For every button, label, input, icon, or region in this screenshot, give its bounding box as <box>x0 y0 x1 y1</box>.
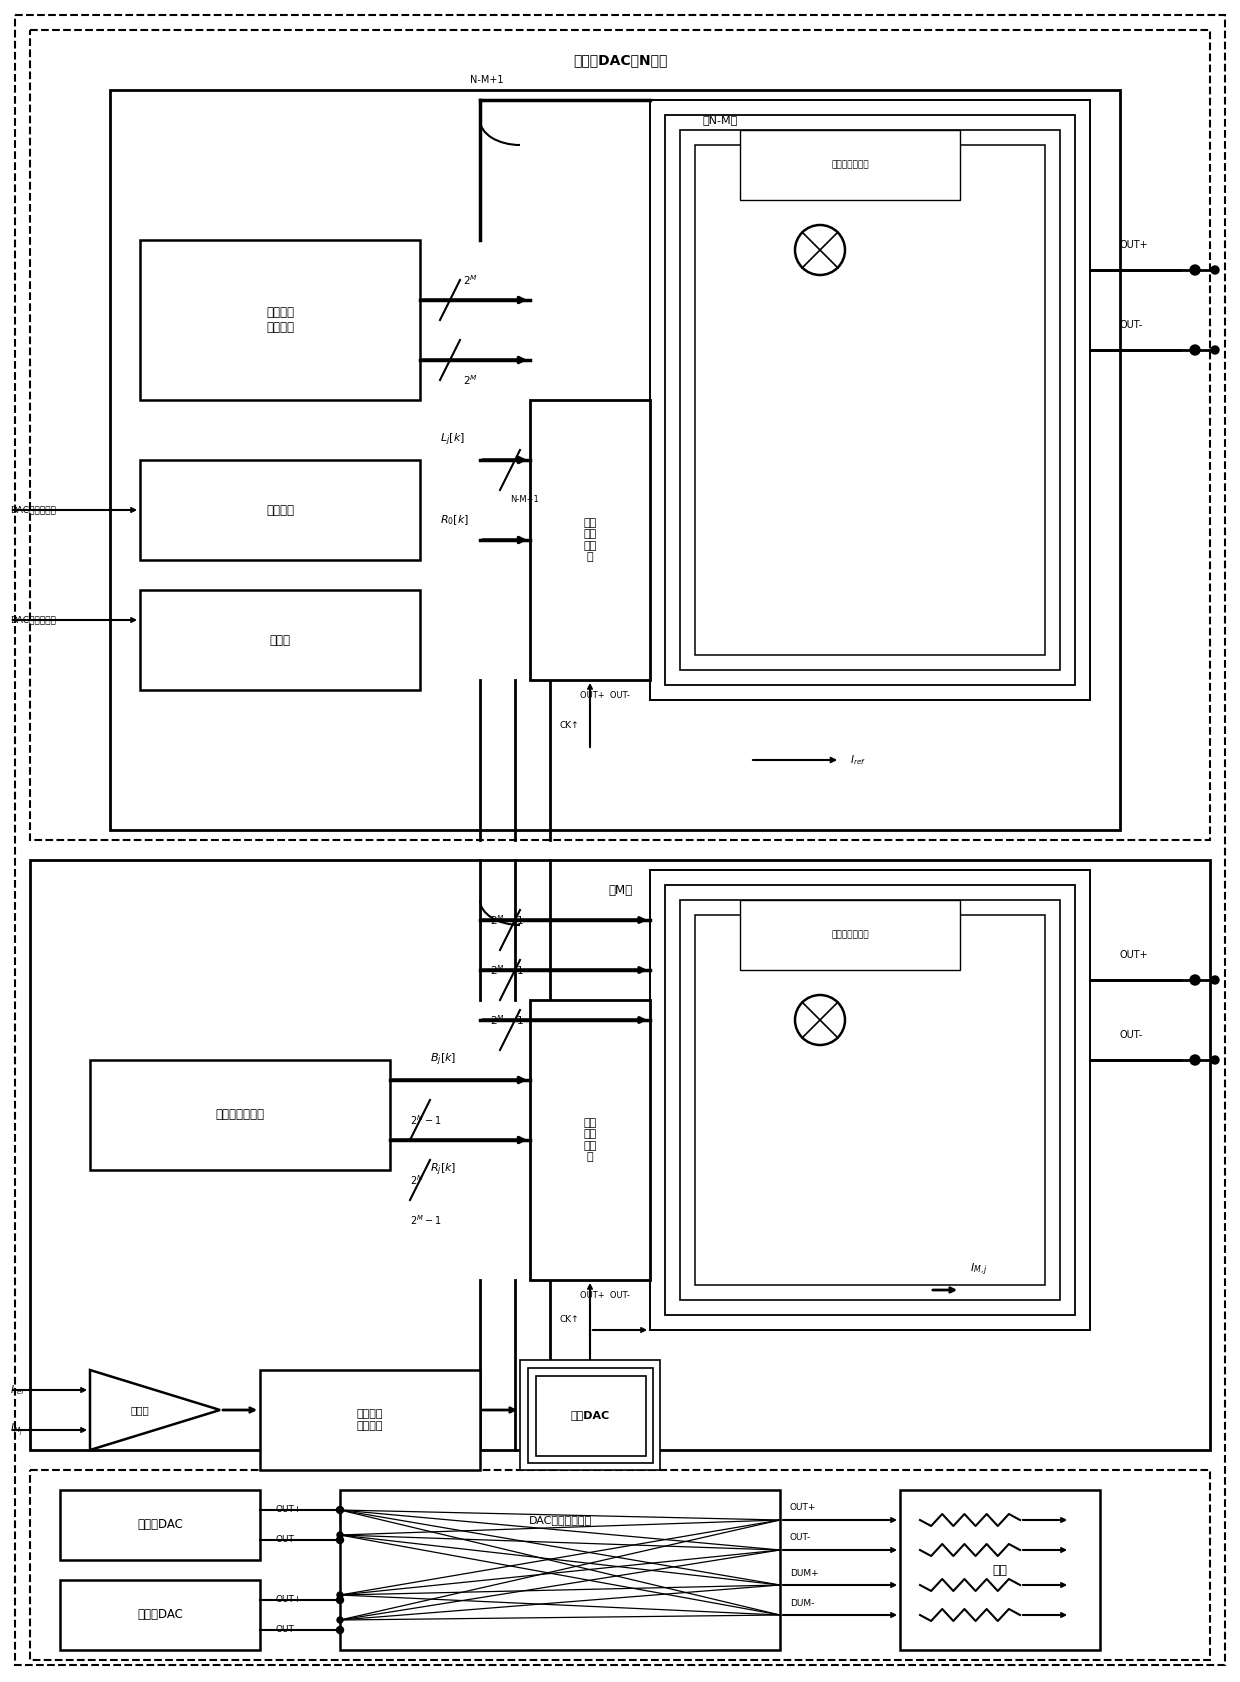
Text: OUT-: OUT- <box>275 1536 296 1544</box>
Bar <box>650 99 1090 700</box>
Circle shape <box>1211 1056 1219 1065</box>
Bar <box>30 30 1210 839</box>
Text: 低N-M位: 低N-M位 <box>702 114 738 124</box>
Bar <box>665 885 1075 1315</box>
Text: $2^M-1$: $2^M-1$ <box>490 913 523 927</box>
Bar <box>340 1490 780 1650</box>
Text: OUT-: OUT- <box>790 1534 811 1542</box>
Circle shape <box>336 1507 343 1514</box>
Text: OUT+: OUT+ <box>275 1505 301 1514</box>
Text: OUT+  OUT-: OUT+ OUT- <box>580 691 630 700</box>
Circle shape <box>1190 266 1200 274</box>
Bar <box>694 145 1045 654</box>
Bar <box>140 241 420 400</box>
Circle shape <box>336 1626 343 1633</box>
Text: $L_j[k]$: $L_j[k]$ <box>440 432 465 447</box>
Text: 比较器: 比较器 <box>130 1404 149 1415</box>
Circle shape <box>1211 346 1219 353</box>
Text: OUT-: OUT- <box>1120 320 1143 330</box>
Text: OUT-: OUT- <box>1120 1029 1143 1039</box>
Text: DAC低位输入码: DAC低位输入码 <box>10 506 56 515</box>
Bar <box>536 1376 646 1457</box>
Text: 第一
复用
锁存
器: 第一 复用 锁存 器 <box>583 518 596 562</box>
Bar <box>529 1001 650 1280</box>
Text: $2^M-1$: $2^M-1$ <box>410 1213 441 1226</box>
Bar <box>680 900 1060 1300</box>
Text: 逐次逼近
控制逻辑: 逐次逼近 控制逻辑 <box>357 1410 383 1431</box>
Text: OUT+: OUT+ <box>790 1504 816 1512</box>
Bar <box>740 900 960 971</box>
Text: $R_0[k]$: $R_0[k]$ <box>440 513 469 526</box>
Text: 高M位: 高M位 <box>608 883 632 897</box>
Text: 延时模块: 延时模块 <box>267 503 294 516</box>
Bar <box>694 915 1045 1285</box>
Bar <box>529 400 650 680</box>
Text: CK↑: CK↑ <box>560 720 579 730</box>
Text: 负载: 负载 <box>992 1564 1007 1576</box>
Bar <box>110 91 1120 829</box>
Circle shape <box>1211 976 1219 984</box>
Bar <box>528 1367 653 1463</box>
Bar <box>30 860 1210 1450</box>
Bar <box>140 590 420 690</box>
Circle shape <box>337 1591 343 1598</box>
Text: OUT-: OUT- <box>275 1625 296 1635</box>
Circle shape <box>336 1536 343 1544</box>
Text: DUM-: DUM- <box>790 1598 815 1608</box>
Text: DAC高位输入码: DAC高位输入码 <box>10 616 56 624</box>
Text: $2^M-1$: $2^M-1$ <box>490 964 523 977</box>
Text: CK↑: CK↑ <box>560 1315 579 1324</box>
Circle shape <box>1211 266 1219 274</box>
Text: $I_{ref}$: $I_{ref}$ <box>849 754 866 767</box>
Text: $I_{M,j}$: $I_{M,j}$ <box>970 1262 988 1278</box>
Text: $R_j[k]$: $R_j[k]$ <box>430 1162 456 1177</box>
Text: 译码器: 译码器 <box>269 634 290 646</box>
Bar <box>60 1490 260 1559</box>
Bar <box>680 130 1060 669</box>
Bar <box>520 1361 660 1470</box>
Bar <box>665 114 1075 685</box>
Bar <box>140 459 420 560</box>
Text: $2^M$: $2^M$ <box>410 1172 424 1187</box>
Text: 低位电流源阵列: 低位电流源阵列 <box>831 160 869 170</box>
Text: 第二路DAC: 第二路DAC <box>138 1608 184 1621</box>
Text: $2^M-1$: $2^M-1$ <box>410 1113 441 1127</box>
Text: OUT+: OUT+ <box>1120 950 1148 960</box>
Text: $2^M$: $2^M$ <box>463 373 477 387</box>
Text: 第一路DAC（N位）: 第一路DAC（N位） <box>573 54 667 67</box>
Text: N-M+1: N-M+1 <box>470 76 503 86</box>
Bar <box>60 1579 260 1650</box>
Text: $2^M$: $2^M$ <box>463 272 477 288</box>
Bar <box>650 870 1090 1330</box>
Circle shape <box>336 1596 343 1603</box>
Bar <box>260 1371 480 1470</box>
Text: 校正DAC: 校正DAC <box>570 1410 610 1420</box>
Circle shape <box>337 1616 343 1623</box>
Text: DAC输出控制逻辑: DAC输出控制逻辑 <box>528 1515 591 1526</box>
Text: OUT+: OUT+ <box>1120 241 1148 251</box>
Bar <box>91 1060 391 1171</box>
Text: N-M+1: N-M+1 <box>510 496 538 505</box>
Circle shape <box>1190 1055 1200 1065</box>
Text: DUM+: DUM+ <box>790 1569 818 1578</box>
Circle shape <box>1190 345 1200 355</box>
Circle shape <box>337 1532 343 1537</box>
Circle shape <box>337 1507 343 1514</box>
Text: 第一路DAC: 第一路DAC <box>138 1519 184 1532</box>
Circle shape <box>1190 976 1200 986</box>
Text: $2^M-1$: $2^M-1$ <box>490 1013 523 1028</box>
Text: OUT+  OUT-: OUT+ OUT- <box>580 1290 630 1300</box>
Polygon shape <box>91 1371 219 1450</box>
Text: $B_j[k]$: $B_j[k]$ <box>430 1051 456 1068</box>
Text: 伪随机数发生器: 伪随机数发生器 <box>216 1108 264 1122</box>
Text: 校正选择
控制逻辑: 校正选择 控制逻辑 <box>267 306 294 335</box>
Text: OUT+: OUT+ <box>275 1596 301 1605</box>
Text: 第二
复用
锁存
器: 第二 复用 锁存 器 <box>583 1117 596 1162</box>
Bar <box>740 130 960 200</box>
Text: 高位电流源阵列: 高位电流源阵列 <box>831 930 869 940</box>
Bar <box>30 1470 1210 1660</box>
Text: $I_{ref}$: $I_{ref}$ <box>10 1383 26 1396</box>
Bar <box>900 1490 1100 1650</box>
Text: $I_{M_j}$: $I_{M_j}$ <box>10 1421 22 1438</box>
